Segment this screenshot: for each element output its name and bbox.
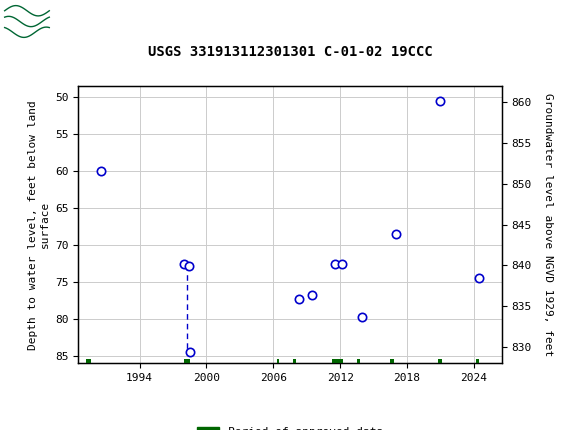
Bar <box>357 359 360 363</box>
Text: USGS: USGS <box>58 12 113 31</box>
Bar <box>3 3 52 40</box>
Bar <box>332 359 343 363</box>
Bar <box>277 359 280 363</box>
Bar <box>184 359 190 363</box>
Bar <box>476 359 480 363</box>
Bar <box>86 359 90 363</box>
Y-axis label: Groundwater level above NGVD 1929, feet: Groundwater level above NGVD 1929, feet <box>543 93 553 356</box>
Bar <box>390 359 394 363</box>
Bar <box>293 359 296 363</box>
Y-axis label: Depth to water level, feet below land
surface: Depth to water level, feet below land su… <box>28 100 49 350</box>
Bar <box>438 359 441 363</box>
Legend: Period of approved data: Period of approved data <box>193 422 387 430</box>
Text: USGS 331913112301301 C-01-02 19CCC: USGS 331913112301301 C-01-02 19CCC <box>148 45 432 59</box>
